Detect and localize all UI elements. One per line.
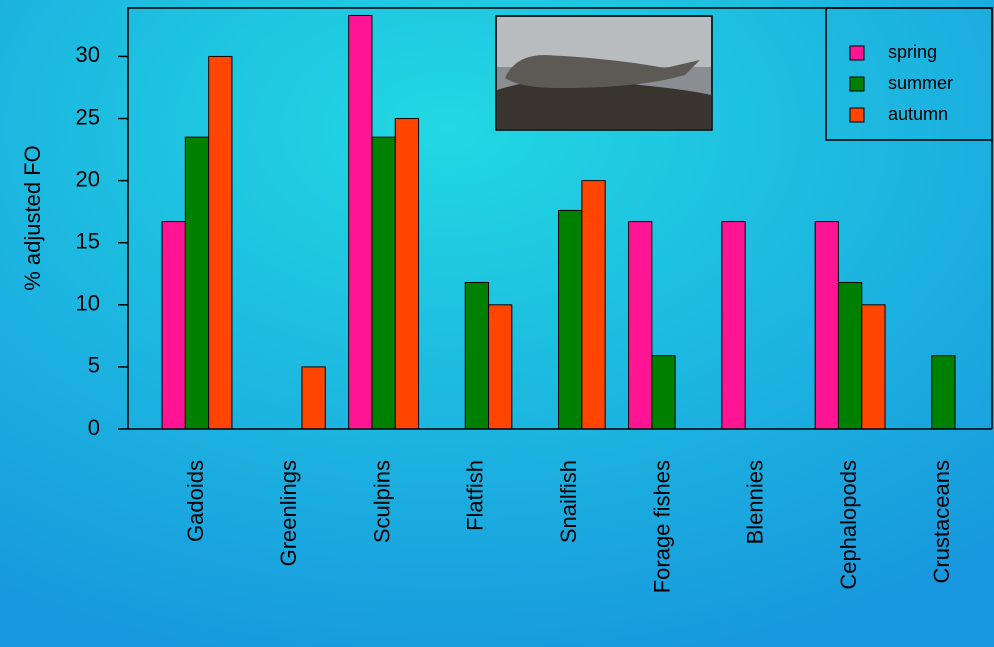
x-tick-label: Blennies (743, 460, 768, 544)
y-tick-label: 0 (88, 415, 100, 440)
x-tick-label: Gadoids (183, 460, 208, 542)
legend-label: summer (888, 73, 953, 93)
bar (349, 15, 372, 429)
bar (162, 222, 185, 429)
bar (815, 222, 838, 429)
x-tick-label: Greenlings (276, 460, 301, 566)
y-tick-label: 20 (76, 166, 100, 191)
bar (209, 56, 232, 429)
x-tick-label: Forage fishes (649, 460, 674, 593)
photo (496, 16, 712, 130)
y-tick-label: 5 (88, 353, 100, 378)
bar (395, 119, 418, 429)
bar (932, 356, 955, 429)
bar (652, 356, 675, 429)
bar (722, 222, 745, 429)
bar (862, 305, 885, 429)
x-tick-label: Flatfish (463, 460, 488, 531)
bar (465, 282, 488, 429)
bar (185, 137, 208, 429)
bar (559, 210, 582, 429)
bar (302, 367, 325, 429)
y-tick-label: 30 (76, 42, 100, 67)
legend-label: spring (888, 42, 937, 62)
x-tick-label: Snailfish (556, 460, 581, 543)
bar (838, 282, 861, 429)
legend-label: autumn (888, 104, 948, 124)
bar (489, 305, 512, 429)
x-tick-label: Crustaceans (929, 460, 954, 584)
legend-swatch (850, 108, 864, 122)
legend-swatch (850, 46, 864, 60)
x-tick-label: Sculpins (369, 460, 394, 543)
y-axis-label: % adjusted FO (20, 145, 45, 291)
chart: % adjusted FO 0 5 10 15 20 25 30 Gadoids Greenli… (0, 0, 994, 647)
y-tick-label: 15 (76, 229, 100, 254)
y-tick-label: 10 (76, 291, 100, 316)
bar (629, 222, 652, 429)
bar (582, 181, 605, 429)
legend-swatch (850, 77, 864, 91)
x-tick-label: Cephalopods (836, 460, 861, 590)
y-tick-label: 25 (76, 104, 100, 129)
bar (372, 137, 395, 429)
